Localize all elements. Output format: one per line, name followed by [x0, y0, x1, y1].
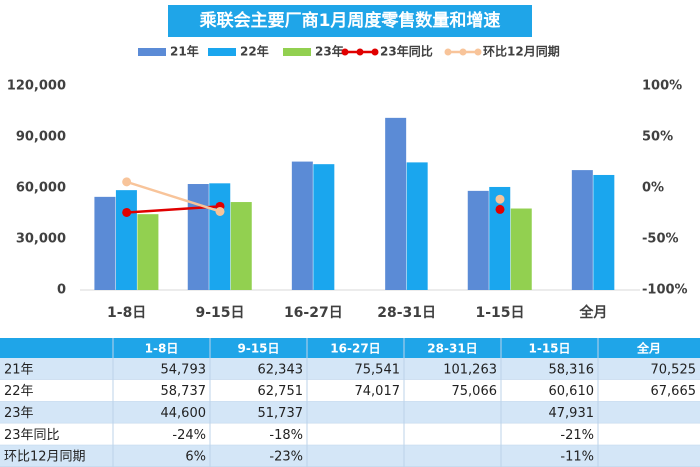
series-line [126, 180, 221, 213]
table-cell: 70,525 [651, 362, 697, 377]
table-cell: -21% [560, 428, 594, 443]
bar [571, 170, 593, 290]
legend-swatch [138, 48, 166, 56]
table-cell: -23% [269, 450, 303, 465]
table-cell: 62,343 [258, 362, 304, 377]
table-row-label: 21年 [4, 362, 34, 377]
title-banner [168, 5, 532, 37]
table-row-label: 环比12月同期 [4, 450, 86, 465]
legend-label: 23年 [315, 44, 344, 59]
table-cell: -18% [269, 428, 303, 443]
table-header-cell: 1-8日 [145, 342, 179, 356]
table-cell: 58,737 [161, 384, 207, 399]
bar [137, 214, 159, 290]
table-header-cell: 1-15日 [528, 342, 570, 356]
table-row-bg [0, 401, 700, 424]
table-header-cell: 28-31日 [427, 342, 477, 356]
table-cell: 60,610 [549, 384, 595, 399]
legend-label: 环比12月同期 [483, 44, 560, 59]
y-tick-label: 30,000 [16, 232, 66, 247]
table-cell: 58,316 [549, 362, 595, 377]
table-cell: -11% [560, 450, 594, 465]
legend-marker [474, 48, 482, 56]
table-cell: 44,600 [161, 406, 207, 421]
bar [187, 184, 209, 290]
table-header-cell: 16-27日 [330, 342, 380, 356]
table-cell: 101,263 [443, 362, 497, 377]
table-header-cell: 9-15日 [237, 342, 279, 356]
y-tick-label: 120,000 [7, 79, 66, 94]
table-row-bg [0, 379, 700, 402]
x-tick-label: 1-15日 [475, 305, 524, 321]
series-marker [215, 206, 225, 216]
table-cell: 75,066 [452, 384, 498, 399]
legend-marker [459, 48, 467, 56]
bar [467, 190, 489, 290]
table-cell: 54,793 [161, 362, 207, 377]
y2-tick-label: 50% [642, 130, 673, 145]
bar [230, 202, 252, 290]
chart-title: 乘联会主要厂商1月周度零售数量和增速 [199, 10, 501, 31]
table-cell: 6% [185, 450, 206, 465]
legend-swatch [208, 48, 236, 56]
table-cell: 75,541 [355, 362, 401, 377]
legend-label: 21年 [170, 44, 199, 59]
table-cell: 47,931 [549, 406, 595, 421]
series-marker [122, 177, 132, 187]
y-tick-label: 90,000 [16, 130, 66, 145]
series-marker [495, 204, 505, 214]
table-row-label: 23年 [4, 406, 34, 421]
x-tick-label: 16-27日 [284, 305, 343, 321]
legend-marker [341, 48, 349, 56]
table-cell: 67,665 [651, 384, 697, 399]
bar [291, 161, 313, 290]
x-tick-label: 全月 [578, 304, 607, 321]
bar [406, 162, 428, 290]
y2-tick-label: 100% [642, 79, 682, 94]
table-row-label: 23年同比 [4, 428, 60, 443]
bar [489, 186, 511, 290]
x-tick-label: 1-8日 [107, 305, 146, 321]
x-tick-label: 28-31日 [377, 305, 436, 321]
series-marker [495, 194, 505, 204]
series-marker [122, 207, 132, 217]
legend-marker [371, 48, 379, 56]
table-cell: 62,751 [258, 384, 304, 399]
y2-tick-label: -100% [642, 283, 688, 298]
bar [313, 164, 335, 290]
table-row-label: 22年 [4, 384, 34, 399]
legend-swatch [283, 48, 311, 56]
table-row-bg [0, 445, 700, 467]
table-row-bg [0, 423, 700, 446]
legend-label: 22年 [240, 44, 269, 59]
y-tick-label: 60,000 [16, 181, 66, 196]
legend-marker [356, 48, 364, 56]
bar [209, 183, 231, 290]
y2-tick-label: 0% [642, 181, 664, 196]
bar [94, 196, 116, 290]
y2-tick-label: -50% [642, 232, 679, 247]
legend-marker [444, 48, 452, 56]
bar [115, 190, 137, 290]
table-header-bg [0, 338, 700, 358]
x-tick-label: 9-15日 [195, 305, 244, 321]
table-cell: 74,017 [355, 384, 401, 399]
bar [593, 174, 615, 290]
table-header-cell: 全月 [636, 341, 661, 356]
table-row-bg [0, 358, 700, 380]
table-cell: -24% [172, 428, 206, 443]
table-cell: 51,737 [258, 406, 304, 421]
bar [385, 117, 407, 290]
y-tick-label: 0 [57, 283, 66, 298]
bar [510, 208, 532, 290]
legend-label: 23年同比 [380, 44, 433, 59]
